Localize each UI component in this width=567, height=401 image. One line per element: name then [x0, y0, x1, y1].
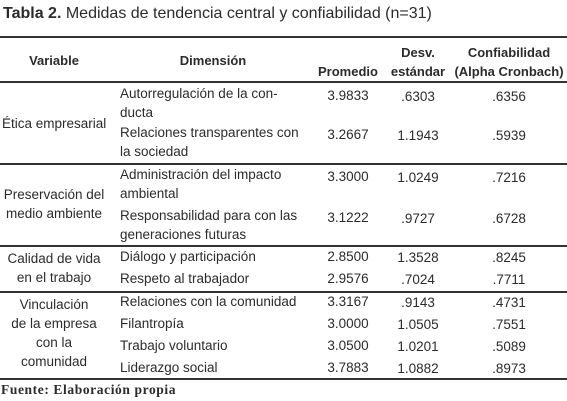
promedio-value: 3.1222 [327, 210, 369, 225]
conf-value: .7216 [492, 170, 526, 185]
table-caption: Medidas de tendencia central y confiabil… [65, 5, 432, 22]
dimension-label: Autorregulación de la con- [120, 86, 278, 101]
promedio-value: 3.2667 [327, 127, 369, 142]
conf-value: .7711 [492, 272, 526, 287]
group-separator [0, 245, 567, 247]
desv-value: .6303 [401, 89, 435, 104]
conf-value: .7551 [492, 317, 526, 332]
header-conf-line2: (Alpha Cronbach) [454, 64, 564, 79]
header-promedio: Promedio [318, 64, 378, 79]
dimension-label: Relaciones con la comunidad [120, 294, 297, 309]
conf-value: .4731 [492, 295, 526, 310]
variable-label: Vinculación [19, 297, 89, 312]
top-rule [0, 36, 567, 38]
variable-label: Ética empresarial [2, 116, 107, 131]
dimension-label: generaciones futuras [120, 227, 247, 242]
header-rule [0, 81, 567, 83]
desv-value: 1.0201 [397, 339, 439, 354]
desv-value: 1.1943 [397, 128, 439, 143]
desv-value: 1.0249 [397, 170, 439, 185]
bottom-rule [0, 378, 567, 380]
conf-value: .8973 [492, 361, 526, 376]
promedio-value: 3.0500 [327, 338, 369, 353]
variable-label: medio ambiente [5, 206, 103, 221]
promedio-value: 3.3167 [327, 294, 369, 309]
desv-value: .9727 [401, 211, 435, 226]
promedio-value: 3.7883 [327, 360, 369, 375]
dimension-label: Liderazgo social [120, 360, 218, 375]
conf-value: .8245 [492, 250, 526, 265]
desv-value: 1.3528 [397, 250, 439, 265]
desv-value: .9143 [401, 295, 435, 310]
variable-label: Preservación del [3, 187, 105, 202]
dimension-label: Administración del impacto [120, 167, 282, 182]
promedio-value: 2.9576 [327, 271, 369, 286]
dimension-label: la sociedad [120, 144, 189, 159]
desv-value: 1.0505 [397, 317, 439, 332]
table-label: Tabla 2. [3, 5, 62, 22]
desv-value: 1.0882 [397, 361, 439, 376]
group-separator [0, 163, 567, 165]
header-desv-line2: estándar [390, 64, 446, 79]
conf-value: .5089 [492, 339, 526, 354]
dimension-label: Respeto al trabajador [120, 271, 250, 286]
dimension-label: Relaciones transparentes con [120, 125, 299, 140]
conf-value: .6728 [492, 211, 526, 226]
dimension-label: Trabajo voluntario [120, 338, 228, 353]
header-conf-line1: Confiabilidad [467, 45, 551, 60]
group-separator [0, 291, 567, 293]
variable-label: con la [35, 335, 73, 350]
promedio-value: 2.8500 [327, 249, 369, 264]
promedio-value: 3.9833 [327, 88, 369, 103]
variable-label: de la empresa [11, 316, 97, 331]
variable-label: en el trabajo [16, 270, 92, 285]
source-note: Fuente: Elaboración propia [1, 382, 177, 397]
header-dimension: Dimensión [179, 53, 247, 68]
desv-value: .7024 [401, 272, 435, 287]
dimension-label: Diálogo y participación [120, 249, 256, 264]
promedio-value: 3.3000 [327, 169, 369, 184]
conf-value: .6356 [492, 89, 526, 104]
header-desv-line1: Desv. [401, 45, 435, 60]
header-variable: Variable [29, 53, 79, 68]
variable-label: comunidad [20, 354, 88, 369]
dimension-label: ducta [120, 105, 154, 120]
promedio-value: 3.0000 [327, 316, 369, 331]
dimension-label: ambiental [120, 186, 179, 201]
table-title: Tabla 2. Medidas de tendencia central y … [3, 4, 432, 24]
conf-value: .5939 [492, 128, 526, 143]
dimension-label: Responsabilidad para con las [120, 208, 298, 223]
variable-label: Calidad de vida [7, 251, 101, 266]
dimension-label: Filantropía [120, 316, 184, 331]
